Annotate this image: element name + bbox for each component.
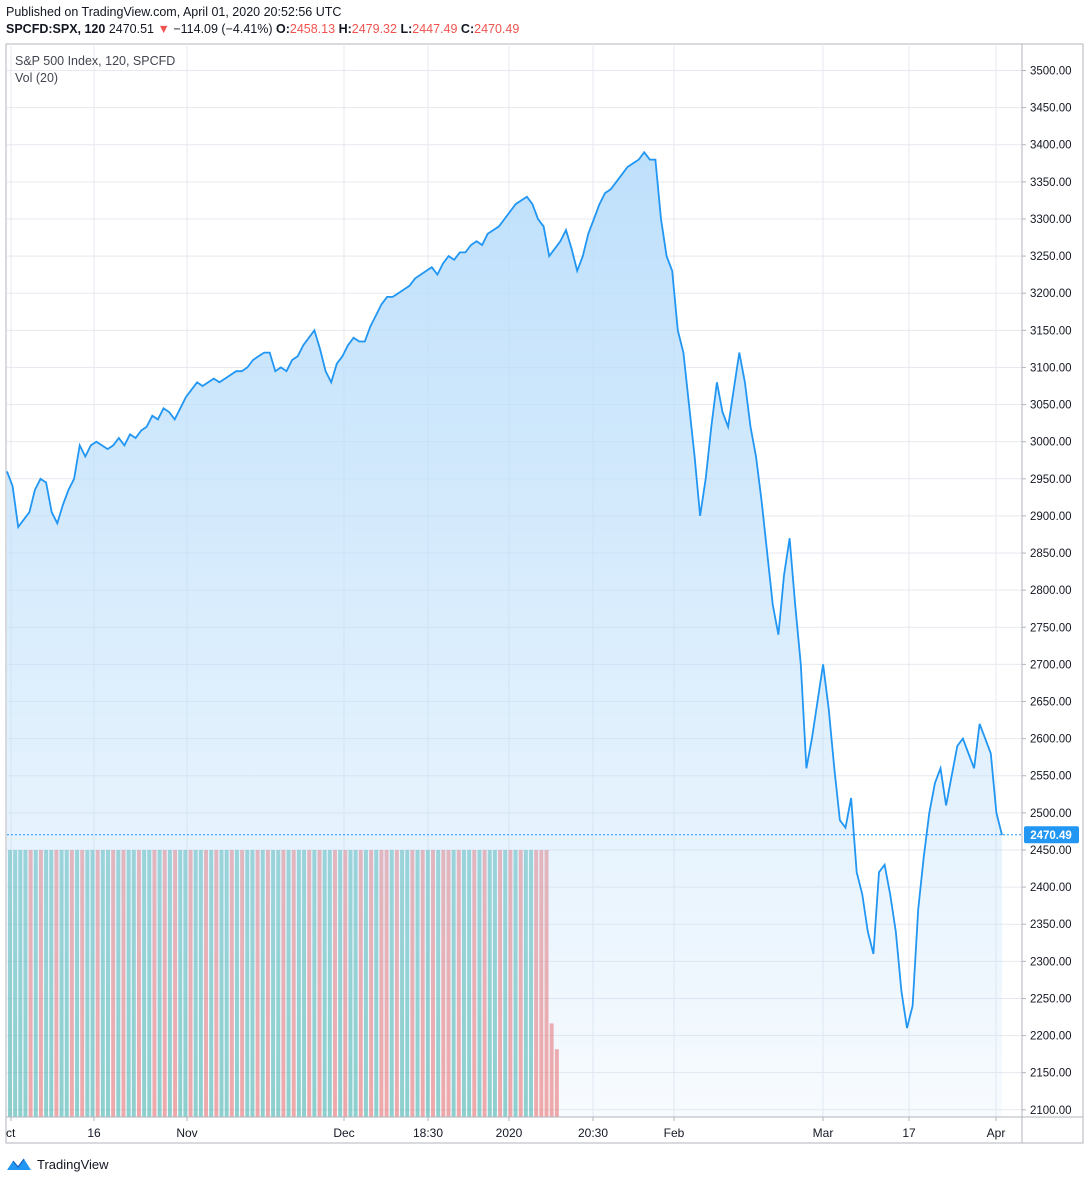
price-area xyxy=(7,152,1002,1117)
open-label: O: xyxy=(276,22,290,36)
change-down-icon: ▼ xyxy=(157,22,170,36)
y-tick-label: 2200.00 xyxy=(1030,1031,1072,1043)
x-tick-label: Dec xyxy=(333,1126,354,1140)
x-tick-label: 18:30 xyxy=(413,1126,443,1140)
symbol-label: SPCFD:SPX, 120 xyxy=(6,22,106,36)
tradingview-logo-icon xyxy=(7,1158,31,1170)
y-tick-label: 2800.00 xyxy=(1030,585,1072,597)
y-tick-label: 2700.00 xyxy=(1030,659,1072,671)
y-tick-label: 2900.00 xyxy=(1030,511,1072,523)
last-price-badge-text: 2470.49 xyxy=(1030,830,1072,842)
y-tick-label: 2100.00 xyxy=(1030,1105,1072,1117)
y-tick-label: 3350.00 xyxy=(1030,177,1072,189)
close-label: C: xyxy=(460,22,475,36)
close-value: 2470.49 xyxy=(474,22,520,36)
last-price-label: 2470.49 xyxy=(1024,826,1079,844)
y-tick-label: 3200.00 xyxy=(1030,288,1072,300)
x-tick-label: Mar xyxy=(813,1126,834,1140)
y-tick-label: 3500.00 xyxy=(1030,66,1072,78)
y-tick-label: 2400.00 xyxy=(1030,882,1072,894)
y-tick-label: 2650.00 xyxy=(1030,697,1072,709)
low-label: L: xyxy=(400,22,413,36)
high-value: 2479.32 xyxy=(351,22,397,36)
legend-volume: Vol (20) xyxy=(15,71,59,85)
price-line xyxy=(6,150,1003,1029)
chart-legend: S&P 500 Index, 120, SPCFD Vol (20) xyxy=(15,53,175,87)
last-price-badge xyxy=(1024,826,1079,844)
footer-brand[interactable]: TradingView xyxy=(37,1156,109,1172)
x-tick-label: Feb xyxy=(664,1126,685,1140)
y-tick-label: 2600.00 xyxy=(1030,734,1072,746)
y-tick-label: 3100.00 xyxy=(1030,362,1072,374)
ohlc-bar: SPCFD:SPX, 120 2470.51 ▼ −114.09 (−4.41%… xyxy=(6,22,519,36)
y-tick-label: 2950.00 xyxy=(1030,474,1072,486)
y-tick-label: 3000.00 xyxy=(1030,437,1072,449)
last-price: 2470.51 xyxy=(108,22,155,36)
x-tick-label: 16 xyxy=(87,1126,101,1140)
x-tick-label: Nov xyxy=(176,1126,197,1140)
y-tick-label: 2750.00 xyxy=(1030,622,1072,634)
price-axis: 3500.00 3450.00 3400.00 3350.00 3300.00 3250.… xyxy=(1022,66,1072,1117)
y-tick-label: 3450.00 xyxy=(1030,103,1072,115)
time-axis: ct 16 Nov Dec 18:30 2020 20:30 Feb Mar 17 Apr xyxy=(6,1117,1005,1140)
x-tick-label: 17 xyxy=(902,1126,916,1140)
y-tick-label: 2150.00 xyxy=(1030,1068,1072,1080)
y-tick-label: 2850.00 xyxy=(1030,548,1072,560)
footer: TradingView xyxy=(6,1154,109,1174)
low-value: 2447.49 xyxy=(412,22,458,36)
chart-frame xyxy=(5,43,1084,1144)
y-tick-label: 2550.00 xyxy=(1030,771,1072,783)
published-note: Published on TradingView.com, April 01, … xyxy=(6,5,342,19)
y-tick-label: 3300.00 xyxy=(1030,214,1072,226)
x-tick-label: 20:30 xyxy=(578,1126,608,1140)
high-label: H: xyxy=(338,22,352,36)
y-tick-label: 2450.00 xyxy=(1030,845,1072,857)
y-tick-label: 2250.00 xyxy=(1030,993,1072,1005)
x-tick-label: 2020 xyxy=(496,1126,523,1140)
y-tick-label: 3250.00 xyxy=(1030,251,1072,263)
legend-title: S&P 500 Index, 120, SPCFD xyxy=(15,54,176,68)
x-tick-label: ct xyxy=(6,1126,16,1140)
open-value: 2458.13 xyxy=(289,22,336,36)
x-tick-label: Apr xyxy=(987,1126,1006,1140)
y-tick-label: 2300.00 xyxy=(1030,956,1072,968)
y-tick-label: 3400.00 xyxy=(1030,140,1072,152)
y-tick-label: 3150.00 xyxy=(1030,325,1072,337)
y-tick-label: 3050.00 xyxy=(1030,400,1072,412)
change-value: −114.09 (−4.41%) xyxy=(173,22,273,36)
y-tick-label: 2500.00 xyxy=(1030,808,1072,820)
y-tick-label: 2350.00 xyxy=(1030,919,1072,931)
